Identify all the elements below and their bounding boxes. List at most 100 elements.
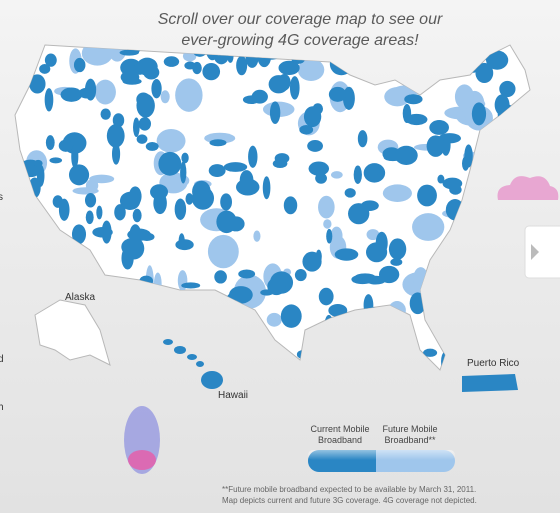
coverage-blob [136,93,155,118]
coverage-blob [280,304,302,328]
coverage-blob [412,213,445,241]
coverage-blob [111,143,121,165]
coverage-blob [139,232,155,242]
coverage-blob [71,224,87,245]
coverage-blob [96,205,103,220]
coverage-blob [68,164,90,186]
coverage-blob [267,277,286,296]
coverage-blob [150,184,169,200]
coverage-blob [318,195,335,219]
coverage-blob [160,90,170,104]
coverage-blob [85,210,94,225]
hawaii-islands [163,339,223,389]
coverage-blob [132,208,142,223]
coverage-blob [464,144,473,168]
coverage-blob [133,117,140,138]
coverage-blob [84,78,97,101]
coverage-blob [353,165,362,184]
coverage-blob [454,84,474,110]
coverage-blob [426,135,445,157]
coverage-blob [236,55,248,76]
coverage-blob [417,184,437,207]
coverage-blob [156,129,186,153]
coverage-blob [486,50,509,70]
coverage-blob [266,312,282,327]
coverage-blob [209,139,227,147]
coverage-blob [180,161,187,184]
coverage-blob [58,198,70,221]
coverage-blob [383,153,402,162]
coverage-blob [437,174,445,184]
coverage-blob [475,62,494,84]
alaska-shape [34,299,111,366]
coverage-blob [499,80,516,98]
coverage-blob [114,204,126,221]
coverage-blob [136,134,148,144]
coverage-blob [268,75,289,94]
coverage-blob [220,193,233,211]
coverage-blob [119,191,141,210]
coverage-blob [299,124,314,135]
coverage-blob [89,174,115,184]
coverage-blob [60,87,83,102]
coverage-blob [274,153,290,164]
coverage-blob [174,198,187,220]
coverage-blob [39,64,51,74]
coverage-blob [208,164,226,177]
coverage-blob [185,193,194,205]
coverage-blob [73,57,86,73]
coverage-blob [308,161,330,176]
coverage-blob [344,188,356,198]
coverage-blob [278,60,300,76]
coverage-blob [214,270,227,284]
coverage-blob [151,79,162,99]
puerto-rico-shape [462,374,518,392]
coverage-blob [253,230,261,242]
coverage-blob [303,106,322,128]
coverage-blob [72,187,99,195]
coverage-blob [328,86,347,102]
coverage-blob [388,238,407,260]
coverage-blob [112,113,125,128]
next-arrow[interactable] [524,225,560,279]
coverage-blob [283,196,298,215]
coverage-blob [207,234,239,269]
coverage-blob [307,139,323,152]
coverage-blob [269,101,281,125]
coverage-blob [423,348,438,357]
coverage-blob [297,58,325,81]
arrow-icon [531,244,539,260]
coverage-blob [175,239,194,251]
coverage-blob [181,282,201,289]
coverage-blob [289,76,300,100]
coverage-blob [351,274,374,285]
edge-fragment: d [0,354,4,365]
coverage-blob [328,304,348,317]
coverage-blob [192,180,211,203]
coverage-blob [364,166,380,176]
legend-shine [308,450,455,460]
edge-fragment: h [0,402,4,413]
coverage-blob [71,144,79,169]
coverage-blob [262,176,271,200]
coverage-blob [382,184,412,202]
coverage-blob [223,162,248,172]
coverage-blob [442,177,463,190]
coverage-blob [242,95,260,105]
coverage-blob [158,151,182,176]
footnote: **Future mobile broadband expected to be… [222,485,476,494]
coverage-blob [348,203,370,225]
coverage-blob [84,193,97,208]
coverage-blob [49,157,63,164]
decoration [128,450,156,470]
coverage-blob [229,286,253,304]
legend-label: Broadband** [384,435,436,445]
coverage-blob [330,171,343,179]
coverage-blob [181,152,189,164]
coverage-blob [238,269,256,279]
footnote: Map depicts current and future 3G covera… [222,496,477,505]
coverage-blob [123,237,145,260]
header-line: Scroll over our coverage map to see our [158,11,443,28]
coverage-blob [366,229,380,241]
